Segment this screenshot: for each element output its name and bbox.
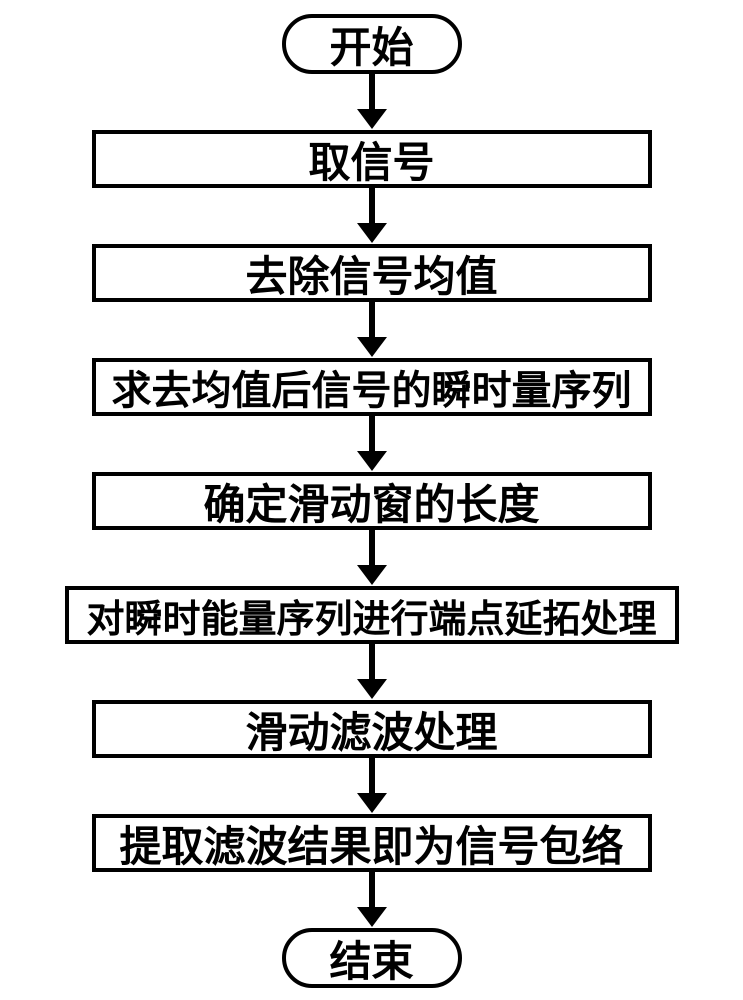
arrow-2 xyxy=(357,302,387,357)
arrow-shaft xyxy=(369,530,375,566)
arrow-head-icon xyxy=(357,337,387,357)
process-label: 取信号 xyxy=(308,129,434,190)
arrow-0 xyxy=(357,74,387,129)
arrow-shaft xyxy=(369,302,375,338)
arrow-head-icon xyxy=(357,907,387,927)
process-get-signal: 取信号 xyxy=(92,130,652,188)
arrow-head-icon xyxy=(357,109,387,129)
process-endpoint-ext: 对瞬时能量序列进行端点延拓处理 xyxy=(65,586,679,644)
arrow-head-icon xyxy=(357,793,387,813)
arrow-shaft xyxy=(369,872,375,908)
process-instant-seq: 求去均值后信号的瞬时量序列 xyxy=(92,358,652,416)
arrow-shaft xyxy=(369,644,375,680)
flowchart-container: 开始 取信号 去除信号均值 求去均值后信号的瞬时量序列 确定滑动窗的长度 对瞬时… xyxy=(0,0,743,1000)
process-label: 提取滤波结果即为信号包络 xyxy=(119,813,623,874)
process-extract-envelope: 提取滤波结果即为信号包络 xyxy=(92,814,652,872)
end-label: 结束 xyxy=(329,928,413,989)
arrow-3 xyxy=(357,416,387,471)
process-label: 去除信号均值 xyxy=(245,243,497,304)
process-label: 对瞬时能量序列进行端点延拓处理 xyxy=(86,588,656,643)
start-label: 开始 xyxy=(329,14,413,75)
process-label: 求去均值后信号的瞬时量序列 xyxy=(112,358,632,416)
arrow-head-icon xyxy=(357,679,387,699)
arrow-7 xyxy=(357,872,387,927)
process-sliding-filter: 滑动滤波处理 xyxy=(92,700,652,758)
arrow-shaft xyxy=(369,74,375,110)
process-label: 滑动滤波处理 xyxy=(245,699,497,760)
process-window-length: 确定滑动窗的长度 xyxy=(92,472,652,530)
end-terminal: 结束 xyxy=(282,928,462,988)
process-remove-mean: 去除信号均值 xyxy=(92,244,652,302)
arrow-head-icon xyxy=(357,223,387,243)
arrow-head-icon xyxy=(357,451,387,471)
arrow-5 xyxy=(357,644,387,699)
arrow-shaft xyxy=(369,416,375,452)
arrow-6 xyxy=(357,758,387,813)
arrow-4 xyxy=(357,530,387,585)
start-terminal: 开始 xyxy=(282,14,462,74)
arrow-shaft xyxy=(369,758,375,794)
arrow-shaft xyxy=(369,188,375,224)
arrow-1 xyxy=(357,188,387,243)
process-label: 确定滑动窗的长度 xyxy=(203,471,539,532)
arrow-head-icon xyxy=(357,565,387,585)
